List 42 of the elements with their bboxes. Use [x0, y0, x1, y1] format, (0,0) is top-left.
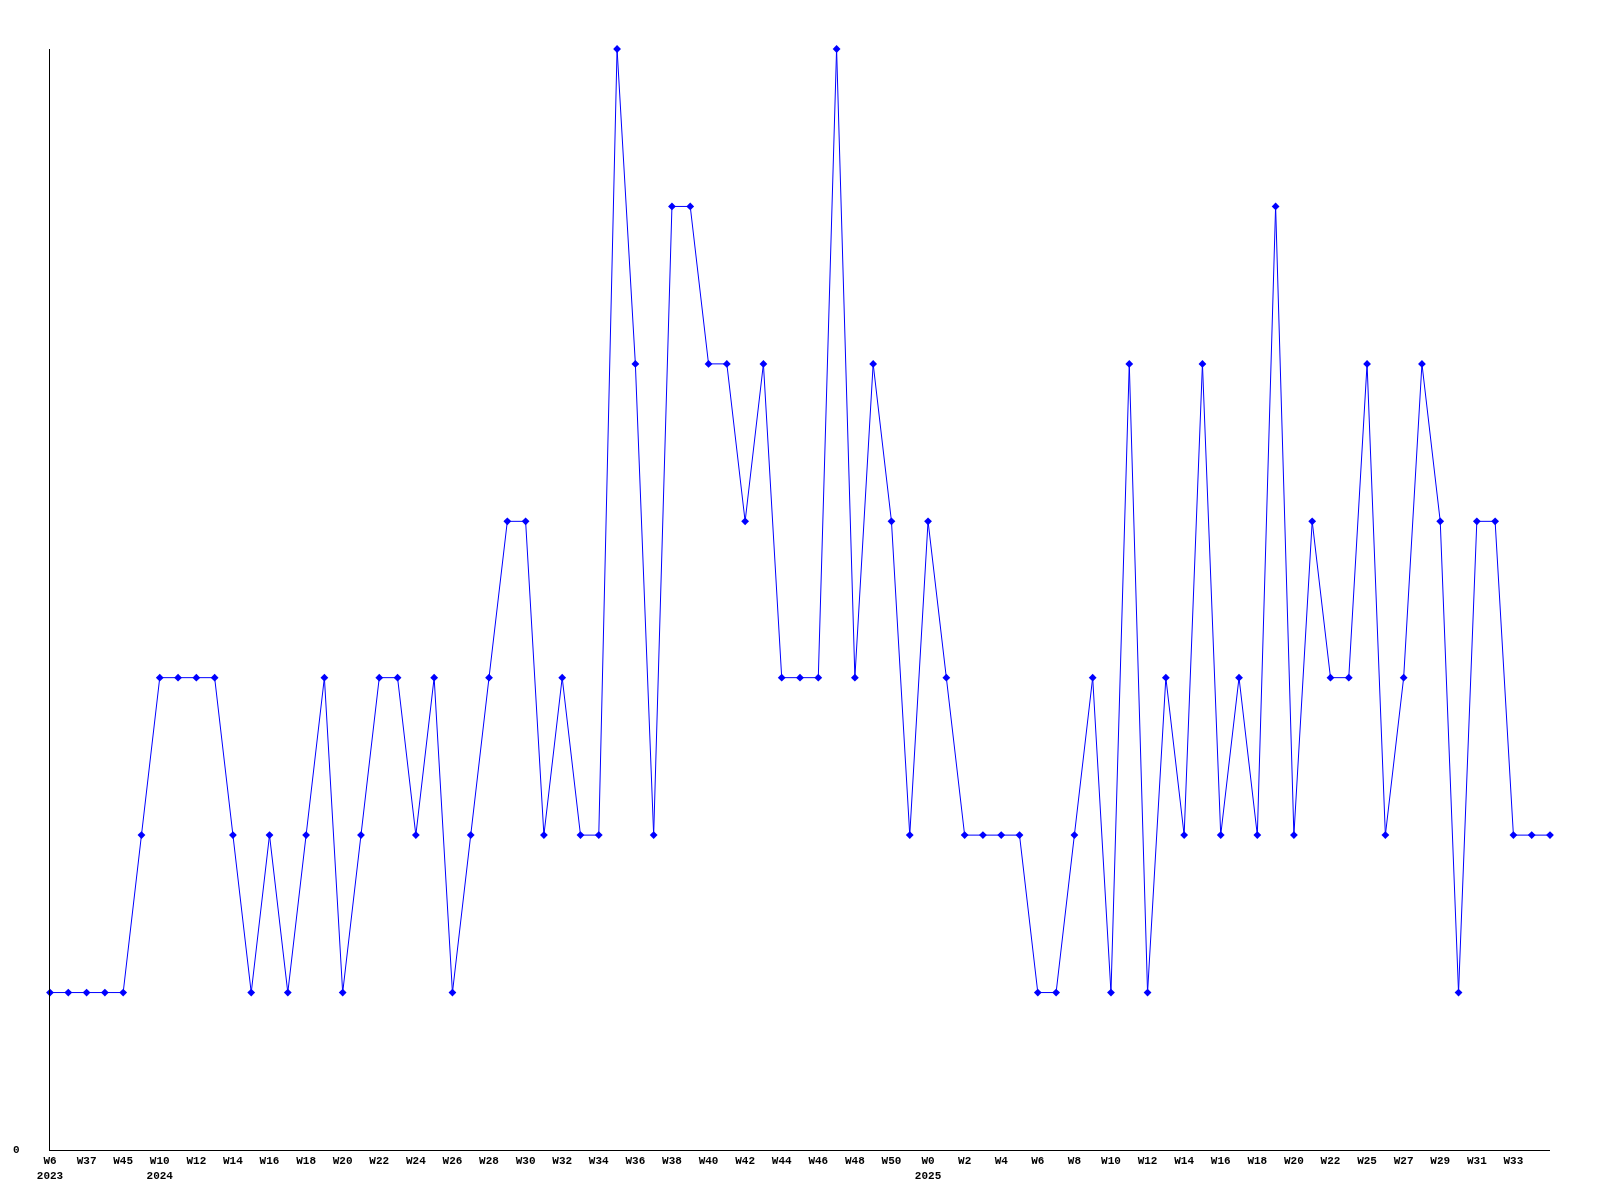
x-tick-label: W0 2025	[914, 1155, 942, 1182]
x-tick-label: W18	[296, 1155, 317, 1168]
x-tick-label: W16	[1210, 1155, 1231, 1168]
x-tick-label: W30	[515, 1155, 536, 1168]
x-tick-label: W14	[223, 1155, 244, 1168]
x-tick-label: W18	[1247, 1155, 1268, 1168]
x-tick-label: W34	[588, 1155, 610, 1168]
x-tick-label: W2	[958, 1155, 972, 1168]
x-tick-label: W10	[1101, 1155, 1121, 1168]
x-tick-label: W12	[186, 1155, 207, 1168]
x-tick-label: W20	[332, 1155, 353, 1168]
x-tick-label: W4	[994, 1155, 1009, 1168]
x-tick-label: W46	[808, 1155, 829, 1168]
x-tick-label: W48	[844, 1155, 866, 1168]
x-tick-label: W36	[625, 1155, 646, 1168]
x-tick-label: W24	[405, 1155, 427, 1168]
x-tick-label: W45	[113, 1155, 134, 1168]
x-tick-label: W38	[662, 1155, 683, 1168]
x-tick-label: W37	[76, 1155, 97, 1168]
x-tick-label: W50	[881, 1155, 902, 1168]
x-tick-label: W12	[1137, 1155, 1158, 1168]
x-tick-label: W31	[1466, 1155, 1488, 1168]
x-tick-label: W22	[1320, 1155, 1341, 1168]
x-tick-label: W10 2024	[146, 1155, 174, 1182]
x-tick-label: W6	[1031, 1155, 1045, 1168]
x-tick-label: W32	[552, 1155, 573, 1168]
text: 0	[13, 1144, 20, 1156]
x-tick-label: W6 2023	[36, 1155, 64, 1182]
x-tick-label: W26	[442, 1155, 463, 1168]
x-tick-label: W16	[259, 1155, 280, 1168]
x-tick-label: W40	[698, 1155, 719, 1168]
x-tick-label: W27	[1393, 1155, 1414, 1168]
x-tick-label: W22	[369, 1155, 390, 1168]
x-tick-label: W14	[1174, 1155, 1195, 1168]
x-tick-label: W28	[479, 1155, 500, 1168]
x-tick-label: W25	[1357, 1155, 1378, 1168]
x-tick-label: W44	[771, 1155, 793, 1168]
x-tick-label: W29	[1430, 1155, 1451, 1168]
x-tick-label: W33	[1503, 1155, 1524, 1168]
x-tick-label: W8	[1067, 1155, 1082, 1168]
x-tick-label: W20	[1283, 1155, 1304, 1168]
x-tick-label: W42	[735, 1155, 756, 1168]
